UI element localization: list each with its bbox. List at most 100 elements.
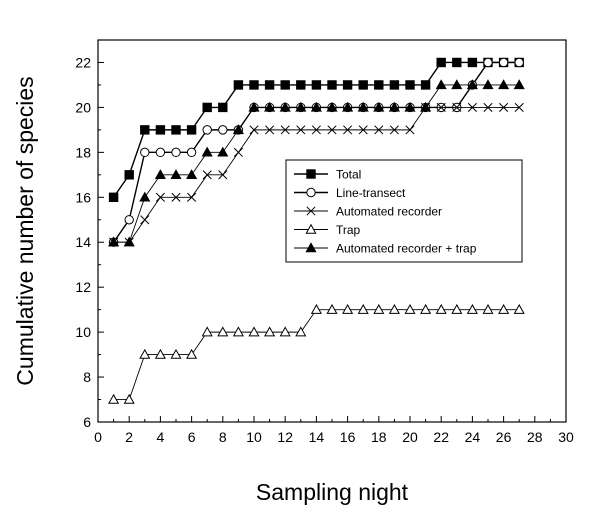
legend-label: Line-transect <box>336 186 406 200</box>
data-point <box>312 305 321 313</box>
x-tick-label: 16 <box>340 429 356 445</box>
data-point <box>374 305 383 313</box>
data-point <box>187 126 195 134</box>
legend-marker <box>307 170 315 178</box>
data-point <box>390 305 399 313</box>
data-point <box>187 170 196 178</box>
data-point <box>203 103 211 111</box>
y-tick-label: 10 <box>75 324 91 340</box>
data-point <box>297 81 305 89</box>
data-point <box>359 81 367 89</box>
x-tick-label: 2 <box>125 429 133 445</box>
x-tick-label: 24 <box>465 429 481 445</box>
legend-label: Trap <box>336 223 361 237</box>
data-point <box>171 170 180 178</box>
data-point <box>452 305 461 313</box>
x-tick-label: 20 <box>402 429 418 445</box>
data-point <box>125 216 133 224</box>
legend-label: Automated recorder + trap <box>336 242 477 256</box>
data-point <box>219 126 227 134</box>
data-point <box>437 58 445 66</box>
x-tick-label: 18 <box>371 429 387 445</box>
data-point <box>219 103 227 111</box>
x-tick-label: 14 <box>309 429 325 445</box>
data-point <box>156 126 164 134</box>
data-point <box>156 148 164 156</box>
x-tick-label: 26 <box>496 429 512 445</box>
data-point <box>483 80 492 88</box>
data-point <box>296 327 305 335</box>
y-tick-label: 6 <box>83 414 91 430</box>
data-point <box>250 81 258 89</box>
data-point <box>421 81 429 89</box>
y-tick-label: 18 <box>75 144 91 160</box>
y-tick-label: 14 <box>75 234 91 250</box>
data-point <box>172 126 180 134</box>
data-point <box>468 58 476 66</box>
x-tick-label: 28 <box>527 429 543 445</box>
data-point <box>453 58 461 66</box>
data-point <box>156 170 165 178</box>
data-point <box>172 148 180 156</box>
legend-label: Automated recorder <box>336 205 442 219</box>
data-point <box>265 327 274 335</box>
data-point <box>218 327 227 335</box>
data-point <box>140 350 149 358</box>
data-point <box>234 81 242 89</box>
data-point <box>484 58 492 66</box>
y-tick-label: 20 <box>75 99 91 115</box>
data-point <box>187 350 196 358</box>
y-tick-label: 8 <box>83 369 91 385</box>
x-tick-label: 0 <box>94 429 102 445</box>
data-point <box>406 81 414 89</box>
x-tick-label: 12 <box>277 429 293 445</box>
data-point <box>140 193 149 201</box>
x-tick-label: 6 <box>188 429 196 445</box>
data-point <box>125 395 134 403</box>
data-point <box>281 327 290 335</box>
series-trap <box>109 305 524 403</box>
data-point <box>141 148 149 156</box>
data-point <box>265 81 273 89</box>
legend: TotalLine-transectAutomated recorderTrap… <box>286 160 522 262</box>
data-point <box>141 126 149 134</box>
data-point <box>468 305 477 313</box>
data-point <box>452 80 461 88</box>
data-point <box>328 81 336 89</box>
data-point <box>312 81 320 89</box>
data-point <box>203 327 212 335</box>
y-tick-label: 12 <box>75 279 91 295</box>
data-point <box>187 148 195 156</box>
data-point <box>218 148 227 156</box>
x-tick-label: 8 <box>219 429 227 445</box>
data-point <box>156 350 165 358</box>
y-tick-label: 22 <box>75 54 91 70</box>
data-point <box>234 327 243 335</box>
y-tick-label: 16 <box>75 189 91 205</box>
x-tick-label: 22 <box>433 429 449 445</box>
data-point <box>515 58 523 66</box>
data-point <box>390 81 398 89</box>
x-tick-label: 10 <box>246 429 262 445</box>
data-point <box>499 58 507 66</box>
data-point <box>109 395 118 403</box>
x-axis-title: Sampling night <box>256 479 409 505</box>
data-point <box>515 305 524 313</box>
data-point <box>141 216 149 224</box>
legend-marker <box>307 188 315 196</box>
data-point <box>203 126 211 134</box>
data-point <box>515 80 524 88</box>
data-point <box>437 80 446 88</box>
data-point <box>171 350 180 358</box>
data-point <box>234 148 242 156</box>
data-point <box>483 305 492 313</box>
data-point <box>343 305 352 313</box>
data-point <box>499 80 508 88</box>
data-point <box>109 193 117 201</box>
x-tick-label: 4 <box>157 429 165 445</box>
data-point <box>249 327 258 335</box>
data-point <box>125 171 133 179</box>
data-point <box>421 305 430 313</box>
data-point <box>327 305 336 313</box>
